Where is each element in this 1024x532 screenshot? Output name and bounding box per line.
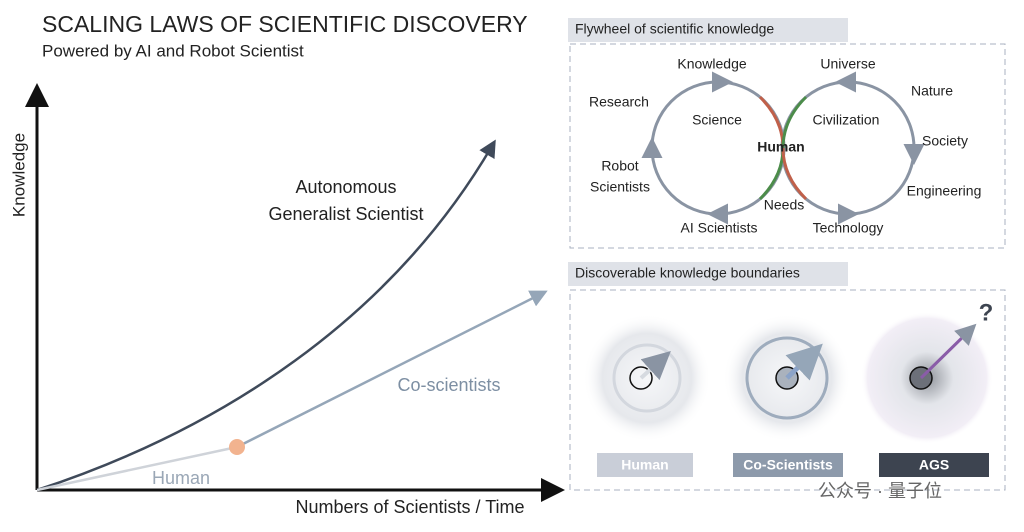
panel-header bbox=[568, 18, 848, 42]
co-scientists-label: Co-scientists bbox=[397, 375, 500, 395]
flywheel-label: Knowledge bbox=[677, 56, 746, 72]
arrow bbox=[639, 350, 671, 381]
transition-dot bbox=[229, 439, 245, 455]
ags-label: Autonomous bbox=[295, 177, 396, 197]
x-axis-label: Numbers of Scientists / Time bbox=[295, 497, 524, 517]
boundary-ring bbox=[745, 336, 829, 420]
flywheel-label: Engineering bbox=[907, 183, 982, 199]
human-label: Human bbox=[152, 468, 210, 488]
panel-tag-label: Co-Scientists bbox=[743, 457, 833, 473]
panel-title: Flywheel of scientific knowledge bbox=[575, 21, 774, 37]
loop-link bbox=[781, 147, 808, 201]
loop-link bbox=[781, 95, 808, 149]
title: SCALING LAWS OF SCIENTIFIC DISCOVERY bbox=[42, 11, 528, 37]
panel-border bbox=[569, 289, 1006, 491]
flywheel-label: Human bbox=[757, 139, 804, 155]
flywheel-label: Nature bbox=[911, 83, 953, 99]
flywheel-label: Scientists bbox=[590, 179, 650, 195]
panel-title: Discoverable knowledge boundaries bbox=[575, 265, 800, 281]
question-mark: ? bbox=[979, 299, 994, 326]
flywheel-label: Needs bbox=[764, 197, 804, 213]
human-line bbox=[36, 445, 238, 492]
boundary-ring bbox=[612, 343, 682, 413]
flywheel-label: Universe bbox=[820, 56, 875, 72]
boundary-disc bbox=[583, 314, 711, 442]
panel-tag bbox=[879, 453, 989, 477]
ags-curve bbox=[36, 139, 496, 492]
panel-tag bbox=[597, 453, 693, 477]
flywheel-label: Robot bbox=[601, 158, 638, 174]
arrow bbox=[919, 323, 977, 380]
flywheel-label: AI Scientists bbox=[680, 220, 757, 236]
flywheel-label: Civilization bbox=[813, 112, 880, 128]
ags-label: Generalist Scientist bbox=[268, 204, 423, 224]
arrow bbox=[785, 343, 823, 381]
panel-tag bbox=[733, 453, 843, 477]
flywheel-label: Society bbox=[922, 133, 968, 149]
panel-tag-label: Human bbox=[621, 457, 668, 473]
panel-tag-label: AGS bbox=[919, 457, 949, 473]
y-axis-label: Knowledge bbox=[9, 133, 28, 217]
panel-header bbox=[568, 262, 848, 286]
flywheel-label: Science bbox=[692, 112, 742, 128]
subtitle: Powered by AI and Robot Scientist bbox=[42, 41, 304, 60]
flywheel-label: Technology bbox=[813, 220, 884, 236]
watermark: 公众号 · 量子位 bbox=[818, 481, 942, 501]
flywheel-label: Research bbox=[589, 94, 649, 110]
co-scientist-line bbox=[236, 290, 548, 449]
panel-border bbox=[569, 43, 1006, 249]
